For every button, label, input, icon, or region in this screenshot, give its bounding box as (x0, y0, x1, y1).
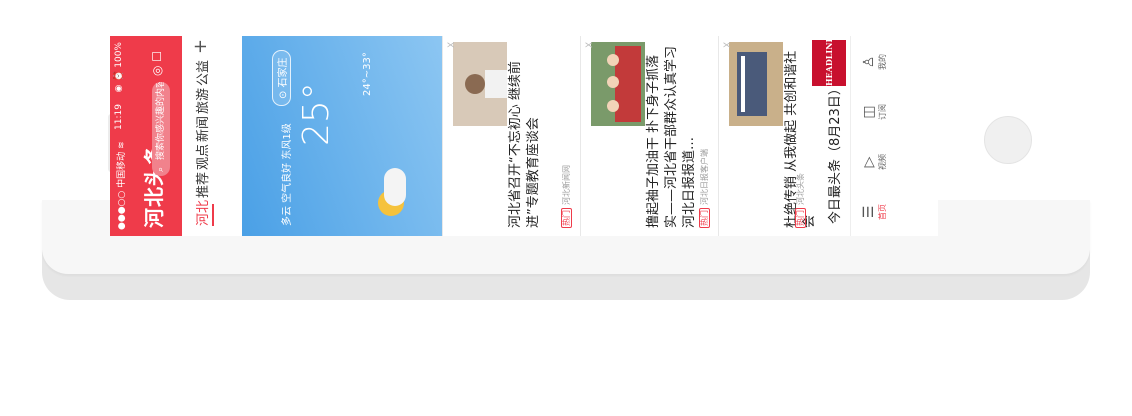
weather-card[interactable]: ⊙ 石家庄 25° 多云 空气良好 东风1级 24°~33° (242, 36, 442, 236)
temperature-range: 24°~33° (362, 52, 373, 96)
news-meta: 热门河北头条 (795, 173, 806, 228)
tab-hebei[interactable]: 河北 (196, 199, 211, 226)
news-thumbnail (453, 42, 507, 126)
close-icon[interactable]: X (447, 41, 457, 48)
tab-news[interactable]: 新闻 (196, 115, 211, 142)
news-thumbnail (729, 42, 783, 126)
nav-label: 视频 (878, 154, 887, 170)
subscribe-icon: ◫ (861, 105, 877, 119)
nav-video[interactable]: ▷ 视频 (861, 142, 888, 182)
today-headline-banner[interactable]: 今日最头条（8月23日） HEADLINE (810, 36, 850, 236)
tab-recommend[interactable]: 推荐 (196, 171, 211, 198)
phone-screen: ●●●○○ 中国移动 ≋ 11:19 ◉ ⏰ 100% 河北头条 ⌕ 搜索你感兴… (110, 36, 938, 236)
location-button[interactable]: ⊙ 石家庄 (272, 50, 291, 106)
home-button[interactable] (984, 116, 1032, 164)
status-time: 11:19 (114, 104, 124, 130)
news-source: 河北头条 (796, 173, 805, 205)
news-meta: 热门河北新闻网 (561, 165, 572, 228)
nav-label: 首页 (878, 204, 887, 220)
carrier-label: ●●●○○ 中国移动 ≋ (117, 141, 127, 230)
search-placeholder: 搜索你感兴趣的内容 (156, 82, 166, 160)
active-tab-indicator (212, 204, 214, 226)
tab-charity[interactable]: 公益 (196, 59, 211, 86)
close-icon[interactable]: X (723, 41, 733, 48)
news-source: 河北新闻网 (562, 165, 571, 205)
nav-subscribe[interactable]: ◫ 订阅 (861, 92, 888, 132)
news-title: 河北省召开“不忘初心 继续前进”专题教育座谈会 (508, 61, 541, 228)
news-card[interactable]: X 撸起袖子加油干 扑下身子抓落实——河北省干部群众认真学习河北日报报道… 热门… (580, 36, 719, 236)
location-label: 石家庄 (278, 57, 289, 88)
news-source: 河北日报客户端 (700, 149, 709, 205)
hot-badge: 热门 (561, 208, 572, 228)
search-icon: ⌕ (156, 166, 166, 172)
news-title: 撸起袖子加油干 扑下身子抓落实——河北省干部群众认真学习河北日报报道… (646, 45, 697, 228)
user-icon: ♙ (861, 55, 877, 69)
tab-travel[interactable]: 旅游 (196, 87, 211, 114)
news-meta: 热门河北日报客户端 (699, 149, 710, 228)
header-icons: ◎ ☐ (150, 50, 164, 76)
app-screen: ●●●○○ 中国移动 ≋ 11:19 ◉ ⏰ 100% 河北头条 ⌕ 搜索你感兴… (110, 36, 938, 236)
news-card[interactable]: X 杜绝传销 从我做起 共创和谐社会 热门河北头条 (718, 36, 817, 236)
battery-status: ◉ ⏰ 100% (114, 42, 124, 93)
search-input[interactable]: ⌕ 搜索你感兴趣的内容 (152, 82, 170, 176)
play-icon: ▷ (861, 156, 877, 168)
hot-badge: 热门 (699, 208, 710, 228)
cloud-icon (384, 168, 406, 206)
news-thumbnail (591, 42, 645, 126)
headline-logo: HEADLINE (812, 36, 846, 86)
home-icon: ☰ (861, 205, 877, 219)
weather-description: 多云 空气良好 东风1级 (282, 123, 293, 226)
news-card[interactable]: X 河北省召开“不忘初心 继续前进”专题教育座谈会 热门 河北新闻网 (442, 36, 581, 236)
today-title: 今日最头条（8月23日） (828, 82, 843, 224)
nav-profile[interactable]: ♙ 我的 (861, 42, 888, 82)
status-bar: ●●●○○ 中国移动 ≋ 11:19 ◉ ⏰ 100% (114, 42, 127, 230)
add-tab-icon[interactable]: + (190, 38, 211, 54)
hot-badge: 热门 (795, 208, 806, 228)
app-header: ●●●○○ 中国移动 ≋ 11:19 ◉ ⏰ 100% 河北头条 ⌕ 搜索你感兴… (110, 36, 242, 236)
nav-label: 我的 (878, 54, 887, 70)
nav-home[interactable]: ☰ 首页 (861, 192, 888, 232)
nav-label: 订阅 (878, 104, 887, 120)
temperature: 25° (296, 82, 337, 146)
bottom-nav: ☰ 首页 ▷ 视频 ◫ 订阅 ♙ 我的 (850, 36, 938, 236)
close-icon[interactable]: X (585, 41, 595, 48)
tab-opinion[interactable]: 观点 (196, 143, 211, 170)
channel-tabs: 河北 推荐 观点 新闻 旅游 公益 + (182, 36, 242, 236)
